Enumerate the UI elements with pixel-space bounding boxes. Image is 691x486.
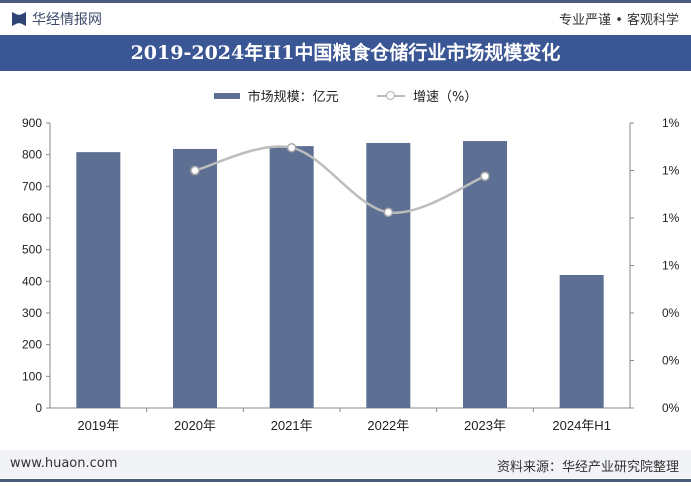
legend-line-swatch xyxy=(376,90,405,102)
left-tick-label: 100 xyxy=(22,369,42,383)
growth-point xyxy=(383,207,394,218)
growth-point xyxy=(190,165,200,176)
x-tick-label: 2024年H1 xyxy=(552,418,611,433)
x-tick-label: 2022年 xyxy=(367,418,409,433)
brand-name: 华经情报网 xyxy=(32,12,102,28)
left-tick-label: 700 xyxy=(22,179,42,193)
slogan: 专业严谨 • 客观科学 xyxy=(559,13,679,28)
growth-point xyxy=(286,142,297,153)
legend-bar-swatch xyxy=(213,92,240,99)
right-tick-label: 0% xyxy=(662,401,680,415)
x-tick-label: 2019年 xyxy=(77,418,119,433)
bar-2020年 xyxy=(173,148,217,408)
bar-2019年 xyxy=(76,152,121,408)
x-tick-label: 2023年 xyxy=(464,418,506,433)
right-tick-label: 1% xyxy=(662,116,680,130)
left-tick-label: 500 xyxy=(22,243,42,257)
right-tick-label: 1% xyxy=(662,164,680,178)
x-tick-label: 2020年 xyxy=(174,418,216,433)
left-tick-label: 800 xyxy=(22,148,42,162)
legend-bar-label: 市场规模：亿元 xyxy=(247,90,339,105)
left-tick-label: 400 xyxy=(22,274,42,288)
bottom-border xyxy=(0,479,691,482)
bar-2021年 xyxy=(269,146,314,408)
footer: www.huaon.com 资料来源：华经产业研究院整理 xyxy=(0,450,691,478)
left-tick-label: 300 xyxy=(22,306,42,320)
left-tick-label: 0 xyxy=(35,401,42,415)
growth-line xyxy=(194,145,486,214)
top-border xyxy=(0,0,691,3)
left-tick-label: 900 xyxy=(22,116,42,130)
bar-2023年 xyxy=(463,141,507,409)
right-tick-label: 1% xyxy=(662,211,680,225)
growth-point xyxy=(480,171,490,181)
x-tick-label: 2021年 xyxy=(271,418,313,433)
source-note: 资料来源：华经产业研究院整理 xyxy=(496,460,679,475)
right-tick-label: 0% xyxy=(662,354,680,368)
right-tick-label: 1% xyxy=(662,259,680,273)
chart-title: 2019-2024年H1中国粮食仓储行业市场规模变化 xyxy=(0,35,691,71)
legend-line-label: 增速（%） xyxy=(412,90,478,105)
logo-icon xyxy=(12,12,26,26)
brand: 华经情报网 xyxy=(12,9,102,29)
bar-2022年 xyxy=(366,142,411,408)
bar-2024年H1 xyxy=(559,275,604,408)
right-tick-label: 0% xyxy=(662,306,680,320)
left-tick-label: 600 xyxy=(22,211,42,225)
legend: 市场规模：亿元 增速（%） xyxy=(0,86,691,105)
website: www.huaon.com xyxy=(10,456,118,471)
left-tick-label: 200 xyxy=(22,338,42,352)
